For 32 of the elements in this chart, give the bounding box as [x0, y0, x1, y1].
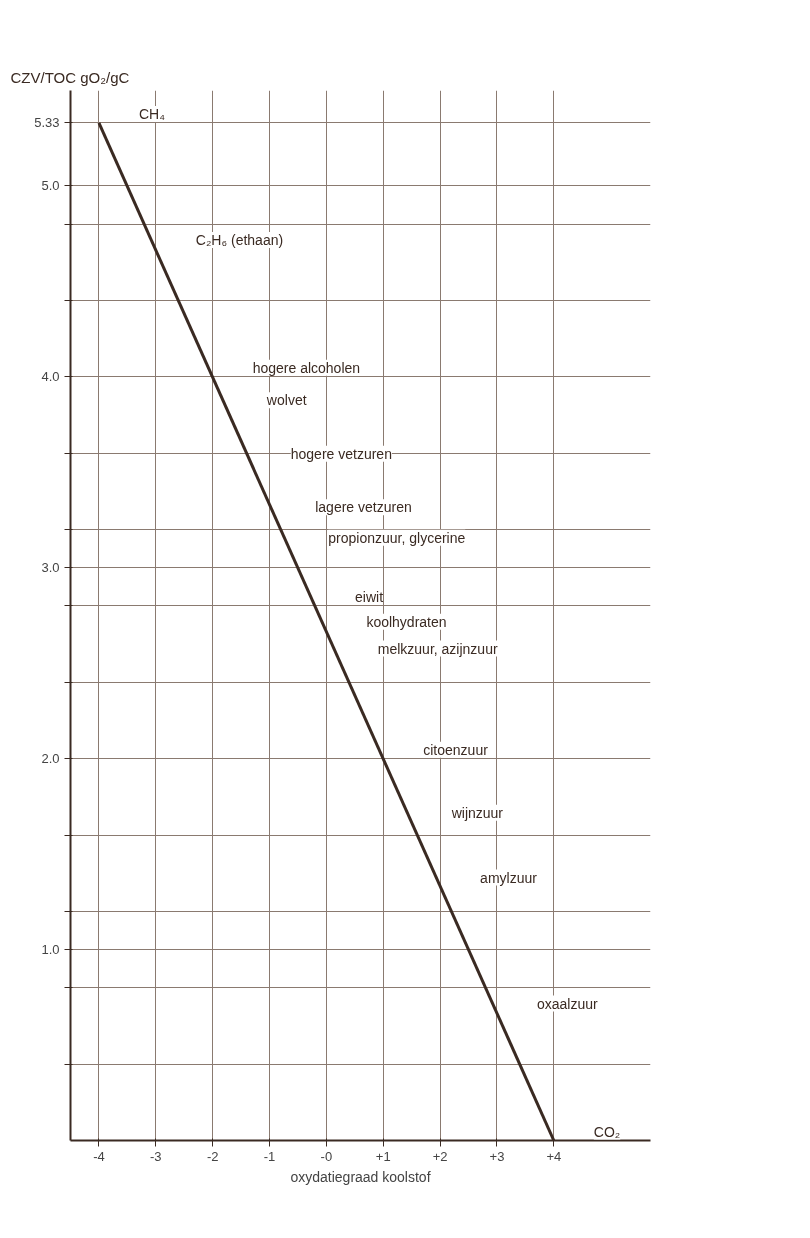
x-axis-title: oxydatiegraad koolstof — [290, 1168, 431, 1185]
annotation: koolhydraten — [366, 613, 447, 630]
annotation: hogere alcoholen — [252, 359, 361, 376]
annotation: amylzuur — [480, 869, 538, 886]
annotation: hogere vetzuren — [290, 445, 392, 462]
annotation: CO₂ — [593, 1123, 621, 1140]
y-tick-label: 5.0 — [41, 178, 60, 194]
annotation: wijnzuur — [450, 804, 504, 821]
x-tick-label: +4 — [546, 1148, 562, 1164]
y-tick-label: 2.0 — [41, 751, 60, 767]
x-tick-label: +3 — [489, 1148, 505, 1164]
annotation: wolvet — [265, 392, 307, 409]
x-tick-label: -2 — [206, 1148, 219, 1164]
x-tick-label: +1 — [375, 1148, 391, 1164]
x-tick-label: -0 — [320, 1148, 333, 1164]
annotation: lagere vetzuren — [315, 499, 412, 516]
x-tick-label: -4 — [93, 1148, 105, 1164]
x-tick-label: -3 — [150, 1148, 162, 1164]
x-tick-label: +2 — [432, 1148, 448, 1164]
annotation: eiwit — [355, 588, 384, 605]
annotation: C₂H₆ (ethaan) — [195, 231, 284, 248]
y-axis-title: CZV/TOC gO₂/gC — [10, 68, 130, 86]
annotation: propionzuur, glycerine — [328, 529, 466, 546]
y-tick-label: 1.0 — [41, 942, 60, 958]
annotation: oxaalzuur — [536, 995, 599, 1012]
annotation: citoenzuur — [423, 741, 489, 758]
annotation: CH₄ — [138, 105, 166, 122]
y-tick-label: 4.0 — [41, 369, 60, 385]
annotation: melkzuur, azijnzuur — [377, 640, 498, 657]
y-tick-label: 5.33 — [34, 115, 60, 131]
x-tick-label: -1 — [263, 1148, 276, 1164]
y-tick-label: 3.0 — [41, 560, 60, 576]
